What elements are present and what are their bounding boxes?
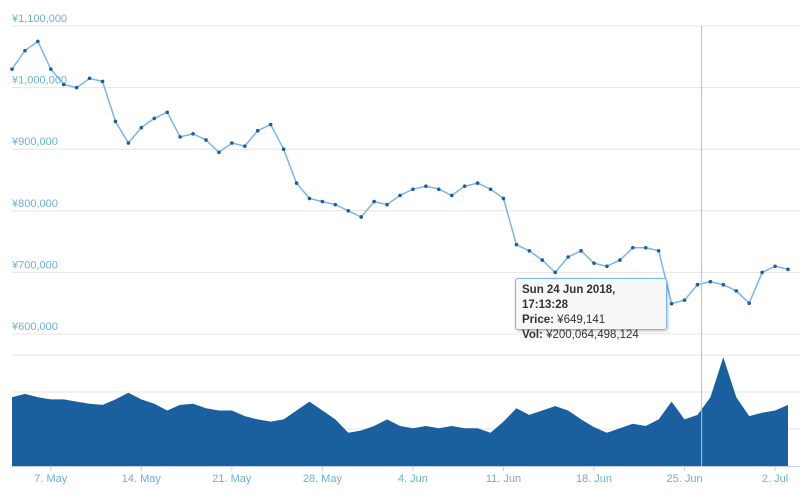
price-gridlines xyxy=(12,25,800,335)
price-point xyxy=(61,82,66,87)
price-point xyxy=(178,135,182,139)
price-point xyxy=(243,144,247,148)
price-point xyxy=(320,199,325,204)
price-point xyxy=(786,267,790,272)
price-point xyxy=(682,298,687,302)
tooltip-vol-label: Vol: xyxy=(522,329,543,341)
price-point xyxy=(605,264,609,269)
price-point xyxy=(773,264,777,269)
price-point xyxy=(359,215,364,219)
price-point xyxy=(721,282,726,287)
tooltip-time: Sun 24 Jun 2018, 17:13:28 xyxy=(522,284,616,311)
price-tick-label: ¥800,000 xyxy=(11,198,58,210)
price-point xyxy=(475,181,480,185)
price-axis-labels: ¥600,000 ¥700,000 ¥800,000 ¥900,000 ¥1,000,0… xyxy=(11,13,67,333)
hover-tooltip: Sun 24 Jun 2018, 17:13:28 Price: ¥649,14… xyxy=(515,278,667,341)
price-point xyxy=(449,193,454,198)
price-point xyxy=(126,141,131,145)
price-point xyxy=(462,184,467,188)
date-tick-label: 2. Jul xyxy=(762,473,788,485)
price-point xyxy=(113,119,118,124)
price-point xyxy=(74,85,79,90)
tooltip-vol-value: ¥200,064,498,124 xyxy=(546,329,639,341)
price-point xyxy=(501,196,506,201)
price-point xyxy=(333,202,338,207)
price-point xyxy=(656,249,661,253)
price-point xyxy=(553,270,557,275)
price-point xyxy=(437,187,441,192)
price-point xyxy=(49,67,53,71)
tooltip-price-label: Price: xyxy=(522,314,554,326)
price-point xyxy=(566,255,570,259)
date-tick-label: 21. May xyxy=(212,473,252,485)
price-point xyxy=(579,249,583,253)
price-point xyxy=(307,196,312,201)
price-tick-label: ¥700,000 xyxy=(11,259,58,271)
tooltip-vol-row: Vol: ¥200,064,498,124 xyxy=(522,328,660,343)
price-point xyxy=(23,48,27,53)
price-point xyxy=(643,245,648,250)
price-point xyxy=(514,242,519,247)
price-point xyxy=(36,39,40,44)
price-point xyxy=(346,209,351,213)
price-point xyxy=(669,301,674,306)
price-tick-label: ¥900,000 xyxy=(11,136,58,148)
price-point xyxy=(165,110,169,115)
price-point xyxy=(760,270,764,275)
price-point xyxy=(398,193,402,198)
price-point xyxy=(10,67,14,71)
price-point xyxy=(411,187,415,192)
price-point xyxy=(100,79,105,84)
price-point xyxy=(527,249,532,253)
date-tick-label: 7. May xyxy=(34,473,68,485)
date-tick-label: 18. Jun xyxy=(576,473,612,485)
price-point xyxy=(217,150,221,155)
price-point xyxy=(424,184,428,188)
price-point xyxy=(230,141,234,145)
price-point xyxy=(708,279,713,284)
price-point xyxy=(152,116,157,121)
price-point xyxy=(372,199,376,204)
price-point xyxy=(268,122,273,127)
price-point xyxy=(747,301,751,306)
volume-area xyxy=(12,357,788,466)
price-line xyxy=(11,40,789,305)
date-tick-label: 4. Jun xyxy=(398,473,428,485)
price-point xyxy=(139,125,144,130)
price-point xyxy=(191,132,195,136)
tooltip-price-row: Price: ¥649,141 xyxy=(522,313,660,328)
price-point xyxy=(734,289,739,293)
price-point xyxy=(255,128,260,133)
price-point xyxy=(385,202,389,207)
price-point xyxy=(618,258,622,262)
date-tick-label: 25. Jun xyxy=(666,473,702,485)
price-point xyxy=(204,138,208,142)
tooltip-price-value: ¥649,141 xyxy=(557,314,606,326)
date-tick-label: 11. Jun xyxy=(486,473,521,485)
price-tick-label: ¥1,000,000 xyxy=(11,75,67,87)
date-axis-ticks xyxy=(12,466,800,471)
price-point xyxy=(592,261,596,265)
date-axis-labels: 7. May 14. May 21. May 28. May 4. Jun 11. Jun… xyxy=(34,473,788,485)
price-point xyxy=(294,181,299,185)
price-point xyxy=(540,258,545,262)
price-point xyxy=(631,245,635,250)
date-tick-label: 14. May xyxy=(122,473,162,485)
price-markers xyxy=(10,39,790,306)
price-point xyxy=(488,187,493,192)
price-point xyxy=(87,76,92,81)
price-point xyxy=(281,147,286,151)
price-tick-label: ¥600,000 xyxy=(11,321,58,333)
date-tick-label: 28. May xyxy=(303,473,343,485)
price-point xyxy=(695,282,700,287)
price-tick-label: ¥1,100,000 xyxy=(11,13,67,25)
